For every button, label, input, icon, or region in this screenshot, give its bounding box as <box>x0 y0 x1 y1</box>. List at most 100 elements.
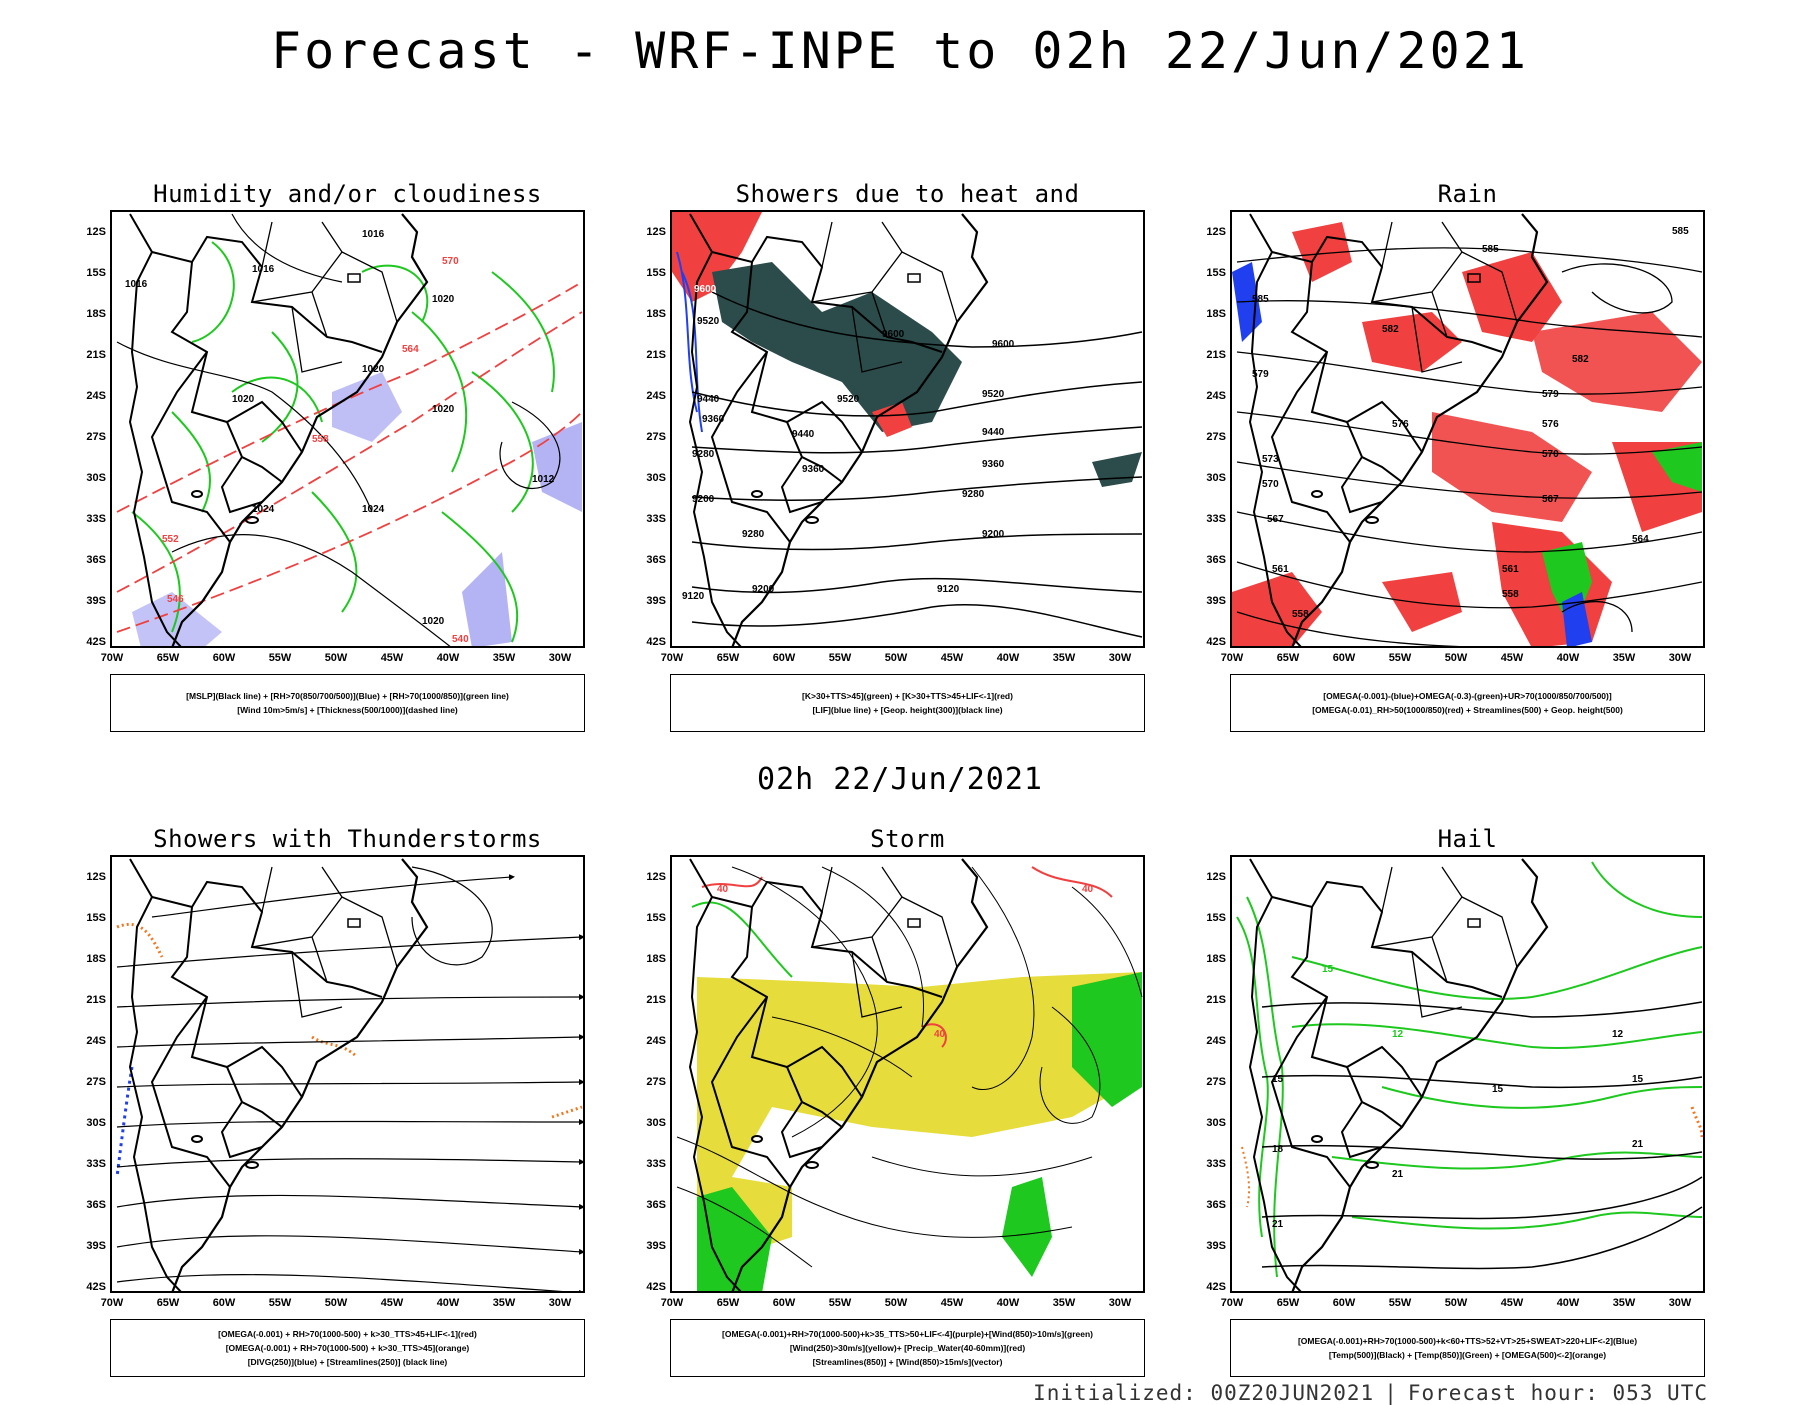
lat-tick-label: 33S <box>1206 513 1226 525</box>
contour-label: 40 <box>717 884 729 895</box>
forecast-hour-text: Forecast hour: 053 UTC <box>1407 1381 1708 1405</box>
legend-line: [OMEGA(-0.001) + RH>70(1000-500) + k>30_… <box>218 1328 477 1339</box>
initialized-text: Initialized: 00Z20JUN2021 <box>1033 1381 1375 1405</box>
contour-label: 576 <box>1542 419 1559 430</box>
contour-label: 1016 <box>125 279 148 290</box>
lon-tick-label: 70W <box>100 1297 124 1309</box>
contour-label: 576 <box>1392 419 1409 430</box>
lon-tick-label: 30W <box>1108 1297 1132 1309</box>
lat-tick-label: 36S <box>1206 1199 1226 1211</box>
legend-line: [OMEGA(-0.001) + RH>70(1000-500) + k>30_… <box>225 1342 470 1353</box>
contour-label: 9520 <box>837 394 860 405</box>
contour-label: 567 <box>1542 494 1559 505</box>
legend-line: [Wind 10m>5m/s] + [Thickness(500/1000)](… <box>237 704 458 715</box>
lat-tick-label: 27S <box>1206 1076 1226 1088</box>
lat-tick-label: 30S <box>86 472 106 484</box>
panel-title: Hail <box>1437 825 1498 853</box>
lat-tick-label: 18S <box>86 953 106 965</box>
contour-label: 1012 <box>532 474 555 485</box>
lat-tick-label: 18S <box>646 953 666 965</box>
lon-tick-label: 35W <box>1612 1297 1636 1309</box>
lat-tick-label: 39S <box>86 595 106 607</box>
lon-tick-label: 30W <box>1668 652 1692 664</box>
contour-label: 9200 <box>982 529 1005 540</box>
lon-tick-label: 45W <box>940 1297 964 1309</box>
lon-tick-label: 70W <box>1220 1297 1244 1309</box>
lon-tick-label: 45W <box>1500 652 1524 664</box>
lon-tick-label: 30W <box>1108 652 1132 664</box>
lat-tick-label: 15S <box>1206 267 1226 279</box>
contour-label: 564 <box>402 344 419 355</box>
lon-tick-label: 40W <box>436 652 460 664</box>
map-humidity: 1016 1016 1016 1020 1020 1020 1020 1024 … <box>110 210 585 648</box>
contour-label: 573 <box>1262 454 1279 465</box>
contour-label: 15 <box>1322 964 1334 975</box>
contour-label: 558 <box>1292 609 1309 620</box>
contour-label: 9280 <box>962 489 985 500</box>
contour-label: 40 <box>934 1029 946 1040</box>
lat-tick-label: 42S <box>1206 1281 1226 1293</box>
lat-tick-label: 12S <box>646 871 666 883</box>
lon-tick-label: 30W <box>548 652 572 664</box>
lon-tick-label: 45W <box>1500 1297 1524 1309</box>
lat-tick-label: 27S <box>646 431 666 443</box>
lon-tick-label: 40W <box>996 1297 1020 1309</box>
lon-tick-label: 70W <box>1220 652 1244 664</box>
panel-legend: [MSLP](Black line) + [RH>70(850/700/500)… <box>110 674 585 732</box>
contour-label: 12 <box>1392 1029 1404 1040</box>
map-storm: 40 40 40 <box>670 855 1145 1293</box>
legend-line: [DIVG(250)](blue) + [Streamlines(250)] (… <box>247 1356 448 1367</box>
panel-title: Showers with Thunderstorms <box>153 825 542 853</box>
lat-tick-label: 21S <box>86 994 106 1006</box>
lat-tick-label: 15S <box>1206 912 1226 924</box>
contour-label: 1016 <box>362 229 385 240</box>
panel-title: Humidity and/or cloudiness <box>153 180 542 208</box>
lat-tick-label: 15S <box>646 912 666 924</box>
lon-tick-label: 50W <box>1444 1297 1468 1309</box>
lat-tick-label: 18S <box>86 308 106 320</box>
contour-label: 9520 <box>982 389 1005 400</box>
lat-tick-label: 12S <box>1206 226 1226 238</box>
lat-tick-label: 21S <box>646 994 666 1006</box>
lat-tick-label: 33S <box>646 1158 666 1170</box>
contour-label: 21 <box>1272 1219 1284 1230</box>
lat-tick-label: 36S <box>646 554 666 566</box>
lon-tick-label: 50W <box>1444 652 1468 664</box>
contour-label: 585 <box>1482 244 1499 255</box>
legend-line: [OMEGA(-0.01)_RH>50(1000/850)(red) + Str… <box>1312 704 1623 715</box>
lon-tick-label: 55W <box>828 652 852 664</box>
legend-line: [MSLP](Black line) + [RH>70(850/700/500)… <box>186 690 509 701</box>
lon-tick-label: 40W <box>1556 652 1580 664</box>
lat-tick-label: 42S <box>86 1281 106 1293</box>
legend-line: [Streamlines(850)] + [Wind(850)>15m/s](v… <box>812 1356 1003 1367</box>
lon-tick-label: 50W <box>884 1297 908 1309</box>
lat-tick-label: 30S <box>86 1117 106 1129</box>
lon-tick-label: 45W <box>380 652 404 664</box>
lon-tick-label: 35W <box>1052 652 1076 664</box>
lat-tick-label: 24S <box>646 390 666 402</box>
lon-tick-label: 60W <box>1332 652 1356 664</box>
lat-tick-label: 39S <box>646 1240 666 1252</box>
lat-tick-label: 18S <box>1206 953 1226 965</box>
panel-legend: [OMEGA(-0.001)-(blue)+OMEGA(-0.3)-(green… <box>1230 674 1705 732</box>
lon-tick-label: 35W <box>492 652 516 664</box>
contour-label: 9280 <box>742 529 765 540</box>
map-hail: 15 12 12 15 15 15 18 21 21 21 <box>1230 855 1705 1293</box>
lat-tick-label: 27S <box>86 431 106 443</box>
lon-tick-label: 30W <box>1668 1297 1692 1309</box>
contour-label: 9600 <box>694 284 717 295</box>
lon-tick-label: 50W <box>324 1297 348 1309</box>
contour-label: 567 <box>1267 514 1284 525</box>
lat-tick-label: 21S <box>1206 994 1226 1006</box>
lat-tick-label: 15S <box>646 267 666 279</box>
contour-label: 558 <box>1502 589 1519 600</box>
lon-tick-label: 55W <box>1388 652 1412 664</box>
lat-tick-label: 15S <box>86 912 106 924</box>
contour-label: 15 <box>1492 1084 1504 1095</box>
lon-tick-label: 35W <box>492 1297 516 1309</box>
contour-label: 9360 <box>802 464 825 475</box>
lon-tick-label: 45W <box>380 1297 404 1309</box>
lat-tick-label: 30S <box>646 1117 666 1129</box>
lon-tick-label: 45W <box>940 652 964 664</box>
lon-tick-label: 65W <box>156 652 180 664</box>
